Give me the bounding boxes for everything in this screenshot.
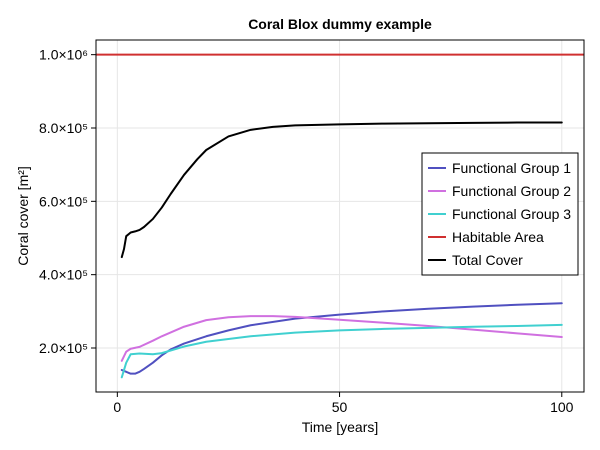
legend: Functional Group 1 Functional Group 2 Func…: [421, 152, 579, 276]
y-tick-label: 4.0×10⁵: [39, 267, 88, 283]
y-tick-label: 2.0×10⁵: [39, 340, 88, 356]
series-line-functional-group-3: [120, 323, 563, 379]
legend-box: [421, 152, 579, 276]
y-tick-label: 1.0×10⁶: [39, 47, 88, 63]
y-tick-label: 6.0×10⁵: [39, 193, 88, 209]
legend-label-functional-group-3: Functional Group 3: [452, 206, 571, 222]
y-tick-label: 8.0×10⁵: [39, 120, 88, 136]
series-line-functional-group-2: [120, 315, 563, 362]
x-tick-label: 0: [113, 399, 121, 415]
x-tick-label: 100: [550, 399, 574, 415]
series-line-total-cover: [120, 121, 563, 259]
legend-label-total-cover: Total Cover: [452, 252, 523, 268]
series-group: [96, 53, 584, 379]
ticks: 0 50 100 2.0×10⁵ 4.0×10⁵ 6.0×10⁵ 8.0×10⁵ 1.0×10…: [39, 47, 574, 415]
legend-label-functional-group-2: Functional Group 2: [452, 183, 571, 199]
legend-label-habitable-area: Habitable Area: [452, 229, 544, 245]
chart-title: Coral Blox dummy example: [248, 16, 432, 32]
y-axis-label: Coral cover [m²]: [15, 166, 31, 266]
x-axis-label: Time [years]: [302, 419, 379, 435]
x-tick-label: 50: [332, 399, 348, 415]
legend-label-functional-group-1: Functional Group 1: [452, 160, 571, 176]
series-line-functional-group-1: [120, 302, 563, 375]
